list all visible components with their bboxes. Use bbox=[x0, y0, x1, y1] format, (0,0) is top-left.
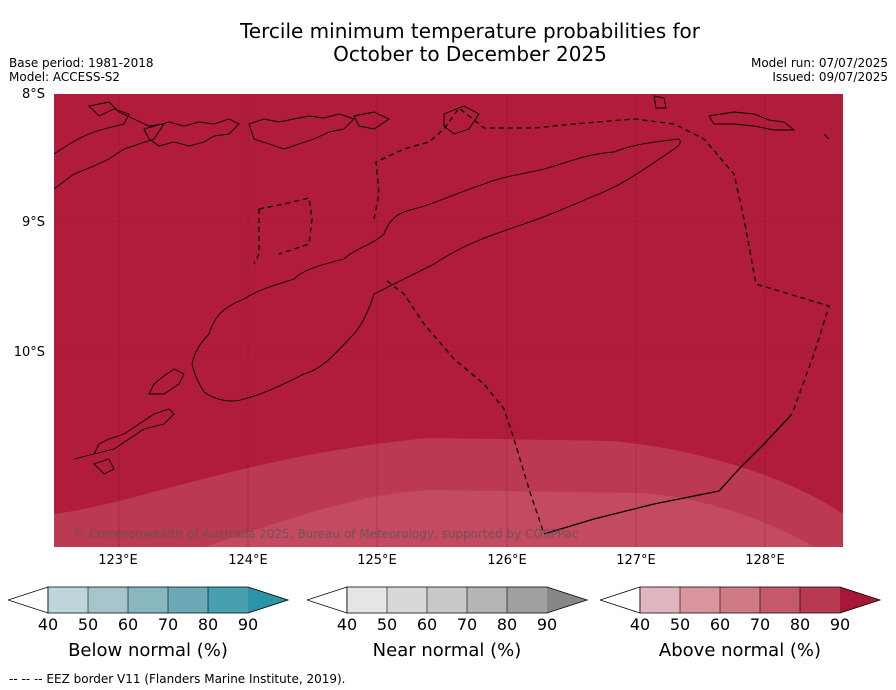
colorbar-above-low-arrow bbox=[600, 586, 641, 614]
colorbar-below-label: Below normal (%) bbox=[68, 640, 228, 661]
meta-right: Model run: 07/07/2025 Issued: 09/07/2025 bbox=[751, 56, 888, 84]
lon-label-127e: 127°E bbox=[616, 553, 656, 568]
map-title: Tercile minimum temperature probabilitie… bbox=[170, 20, 770, 66]
colorbar-near-segment bbox=[387, 587, 427, 613]
colorbar-above-segment bbox=[720, 587, 760, 613]
meta-left: Base period: 1981-2018 Model: ACCESS-S2 bbox=[9, 56, 154, 84]
cbar-above-tick: 80 bbox=[789, 615, 811, 634]
colorbar-near-segment bbox=[467, 587, 507, 613]
cbar-below-tick: 50 bbox=[77, 615, 99, 634]
colorbar-above-normal bbox=[600, 586, 882, 614]
colorbar-above-label: Above normal (%) bbox=[658, 640, 822, 661]
cbar-below-tick: 70 bbox=[157, 615, 179, 634]
colorbar-near-segment bbox=[427, 587, 467, 613]
title-line-1: Tercile minimum temperature probabilitie… bbox=[239, 19, 701, 43]
lon-label-123e: 123°E bbox=[98, 553, 138, 568]
lat-label-9s: 9°S bbox=[21, 215, 45, 230]
cbar-below-tick: 80 bbox=[197, 615, 219, 634]
title-line-2: October to December 2025 bbox=[333, 42, 607, 66]
colorbar-near-normal bbox=[307, 586, 589, 614]
lon-label-128e: 128°E bbox=[745, 553, 785, 568]
colorbar-below-high-arrow bbox=[248, 587, 288, 613]
cbar-above-tick: 90 bbox=[829, 615, 851, 634]
colorbar-below-segment bbox=[88, 587, 128, 613]
colorbar-near-label: Near normal (%) bbox=[372, 640, 522, 661]
model-run-date: Model run: 07/07/2025 bbox=[750, 56, 888, 70]
model-name: Model: ACCESS-S2 bbox=[9, 70, 121, 84]
issued-date: Issued: 09/07/2025 bbox=[772, 70, 888, 84]
cbar-near-tick: 60 bbox=[416, 615, 438, 634]
cbar-above-tick: 50 bbox=[669, 615, 691, 634]
eez-legend-note: -- -- -- EEZ border V11 (Flanders Marine… bbox=[9, 672, 346, 686]
lat-label-8s: 8°S bbox=[21, 87, 45, 102]
base-period: Base period: 1981-2018 bbox=[9, 56, 154, 70]
colorbar-below-low-arrow bbox=[8, 586, 49, 614]
colorbar-near-segment bbox=[347, 587, 387, 613]
colorbar-above-segment bbox=[760, 587, 800, 613]
lon-label-125e: 125°E bbox=[357, 553, 397, 568]
lat-label-10s: 10°S bbox=[13, 345, 45, 360]
cbar-near-tick: 40 bbox=[336, 615, 358, 634]
cbar-above-tick: 60 bbox=[709, 615, 731, 634]
lon-label-124e: 124°E bbox=[228, 553, 268, 568]
colorbar-above-segment bbox=[640, 587, 680, 613]
colorbar-below-segment bbox=[128, 587, 168, 613]
above-70-region bbox=[204, 490, 814, 547]
cbar-below-tick: 90 bbox=[237, 615, 259, 634]
colorbar-above-segment bbox=[680, 587, 720, 613]
colorbar-near-low-arrow bbox=[307, 586, 348, 614]
lon-label-126e: 126°E bbox=[487, 553, 527, 568]
cbar-near-tick: 80 bbox=[496, 615, 518, 634]
cbar-above-tick: 40 bbox=[629, 615, 651, 634]
colorbar-below-normal bbox=[8, 586, 290, 614]
copyright-notice: © Commonwealth of Australia 2025, Bureau… bbox=[73, 527, 579, 541]
cbar-near-tick: 50 bbox=[376, 615, 398, 634]
cbar-near-tick: 70 bbox=[456, 615, 478, 634]
cbar-near-tick: 90 bbox=[536, 615, 558, 634]
cbar-above-tick: 70 bbox=[749, 615, 771, 634]
coastlines bbox=[54, 95, 830, 475]
colorbar-below-segment bbox=[208, 587, 248, 613]
colorbar-near-segment bbox=[507, 587, 547, 613]
colorbar-near-high-arrow bbox=[547, 587, 587, 613]
colorbar-above-segment bbox=[800, 587, 840, 613]
cbar-below-tick: 40 bbox=[37, 615, 59, 634]
colorbar-above-high-arrow bbox=[840, 587, 880, 613]
probability-map bbox=[54, 94, 843, 547]
colorbar-below-segment bbox=[48, 587, 88, 613]
cbar-below-tick: 60 bbox=[117, 615, 139, 634]
eez-border-solid bbox=[543, 413, 793, 535]
colorbar-below-segment bbox=[168, 587, 208, 613]
eez-border bbox=[253, 107, 830, 535]
